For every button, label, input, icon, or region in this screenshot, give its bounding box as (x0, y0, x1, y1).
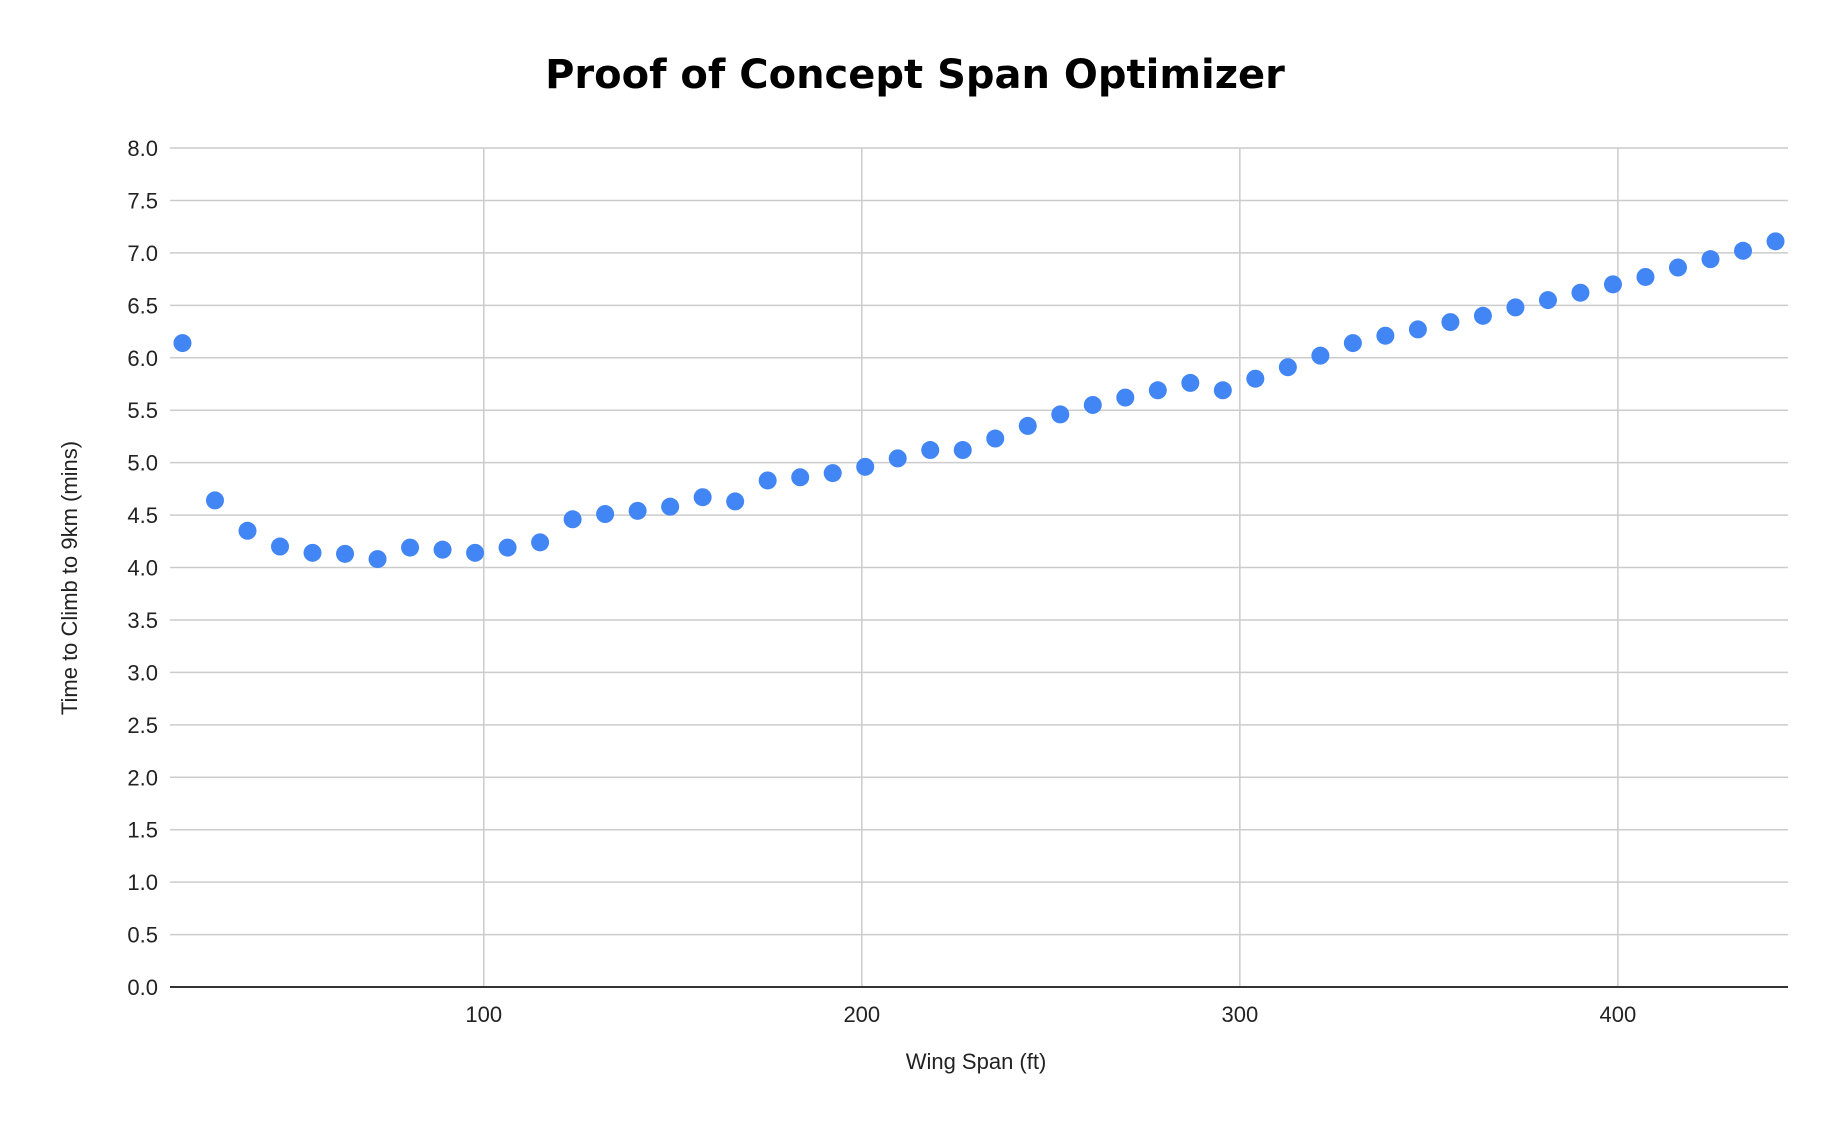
data-point (1538, 291, 1557, 310)
data-point (1473, 306, 1492, 325)
data-point (498, 538, 517, 557)
data-point (1018, 416, 1037, 435)
data-points (173, 232, 1785, 569)
data-point (1668, 258, 1687, 277)
y-tick-label: 3.5 (127, 608, 158, 633)
data-point (466, 543, 485, 562)
data-point (1376, 326, 1395, 345)
data-point (596, 505, 615, 524)
data-point (823, 464, 842, 483)
data-point (1603, 275, 1622, 294)
y-tick-label: 8.0 (127, 136, 158, 161)
data-point (1408, 320, 1427, 339)
grid-layer (170, 147, 1788, 987)
y-tick-label: 6.5 (127, 293, 158, 318)
data-point (238, 521, 257, 540)
data-point (1083, 395, 1102, 414)
y-tick-label: 1.0 (127, 870, 158, 895)
data-point (1278, 358, 1297, 377)
data-point (726, 492, 745, 511)
data-point (1571, 283, 1590, 302)
y-tick-label: 1.5 (127, 818, 158, 843)
data-point (888, 449, 907, 468)
data-point (1636, 267, 1655, 286)
data-point (693, 488, 712, 507)
y-tick-label: 0.0 (127, 975, 158, 1000)
data-point (1734, 241, 1753, 260)
x-tick-label: 300 (1221, 1002, 1258, 1027)
tick-labels: 0.0 0.5 1.0 1.5 2.0 2.5 3.0 3.5 4.0 4.5 5.0 5.5 6.0 6… (127, 136, 1636, 1027)
x-tick-label: 200 (843, 1002, 880, 1027)
y-axis-label: Time to Climb to 9km (mins) (57, 441, 82, 715)
data-point (1441, 313, 1460, 332)
y-tick-label: 6.0 (127, 346, 158, 371)
data-point (661, 497, 680, 516)
y-tick-label: 2.0 (127, 765, 158, 790)
data-point (433, 540, 452, 559)
data-point (1506, 298, 1525, 317)
data-point (628, 501, 647, 520)
data-point (563, 510, 582, 529)
data-point (1116, 388, 1135, 407)
x-tick-label: 400 (1600, 1002, 1637, 1027)
data-point (1311, 346, 1330, 365)
data-point (271, 537, 290, 556)
y-tick-label: 5.5 (127, 398, 158, 423)
data-point (303, 543, 322, 562)
y-tick-label: 7.5 (127, 188, 158, 213)
y-tick-label: 7.0 (127, 241, 158, 266)
data-point (986, 429, 1005, 448)
data-point (953, 441, 972, 460)
data-point (758, 471, 777, 490)
x-tick-label: 100 (465, 1002, 502, 1027)
y-tick-label: 4.0 (127, 556, 158, 581)
data-point (856, 457, 875, 476)
data-point (1148, 381, 1167, 400)
data-point (173, 334, 192, 353)
data-point (921, 441, 940, 460)
y-tick-label: 0.5 (127, 923, 158, 948)
y-tick-label: 3.0 (127, 660, 158, 685)
data-point (1181, 373, 1200, 392)
y-tick-label: 2.5 (127, 713, 158, 738)
chart-title: Proof of Concept Span Optimizer (545, 52, 1285, 98)
data-point (205, 491, 224, 510)
data-point (531, 533, 550, 552)
data-point (336, 544, 355, 563)
data-point (1766, 232, 1785, 251)
data-point (1246, 369, 1265, 388)
data-point (401, 538, 420, 557)
data-point (791, 468, 810, 487)
data-point (1213, 381, 1232, 400)
data-point (368, 550, 387, 569)
x-axis-label: Wing Span (ft) (906, 1049, 1047, 1074)
data-point (1051, 405, 1070, 424)
data-point (1701, 250, 1720, 269)
y-tick-label: 4.5 (127, 503, 158, 528)
data-point (1343, 334, 1362, 353)
y-tick-label: 5.0 (127, 451, 158, 476)
